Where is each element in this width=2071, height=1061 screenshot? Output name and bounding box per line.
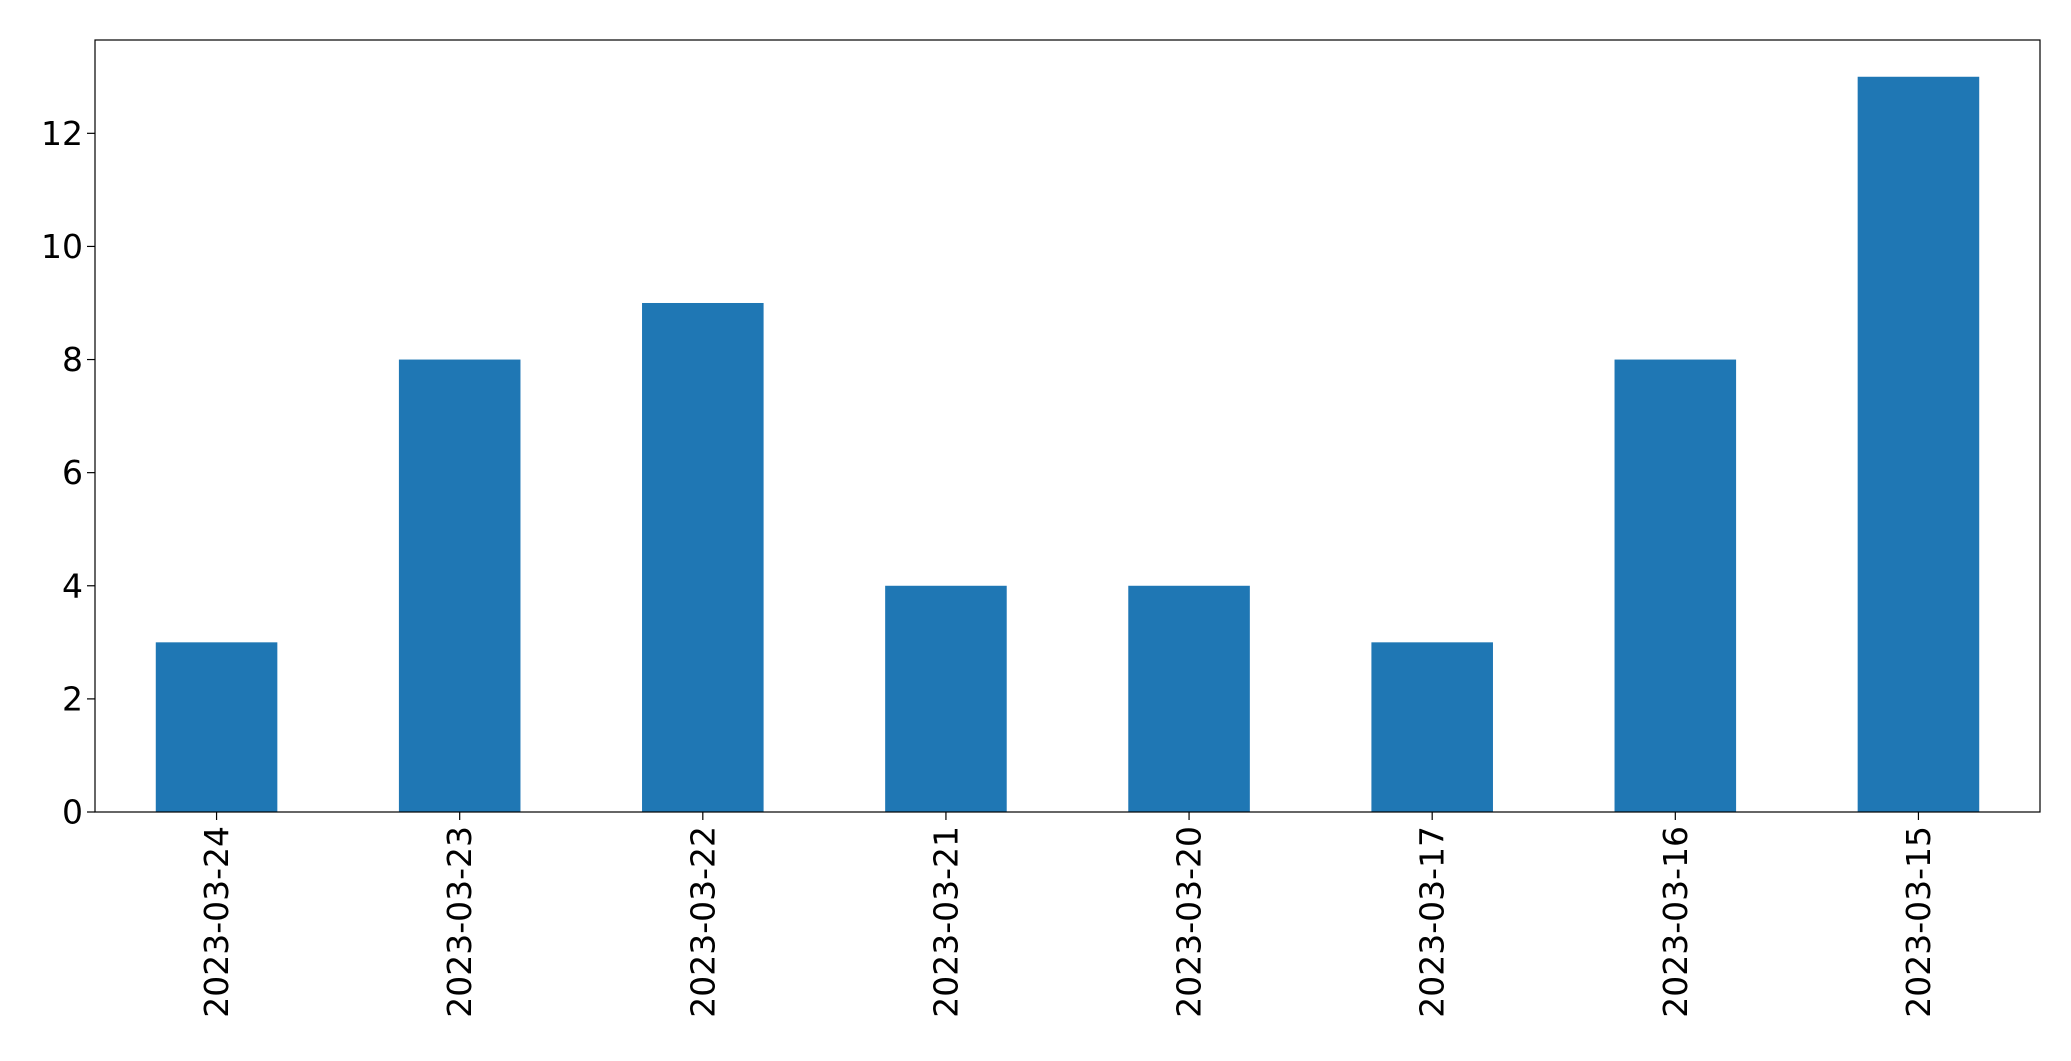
bar-2023-03-15 [1857,76,1980,812]
x-tick-label: 2023-03-21 [926,826,965,1018]
x-tick-label: 2023-03-20 [1170,826,1209,1018]
bar-2023-03-17 [1371,642,1493,812]
bar-2023-03-22 [642,302,764,812]
plot-area [95,40,2040,812]
bar-2023-03-24 [155,642,278,812]
bar-2023-03-20 [1128,585,1250,812]
plot-frame [94,39,2041,813]
x-tick-label: 2023-03-16 [1656,826,1695,1018]
y-tick-label: 0 [62,793,83,832]
x-axis-ticks: 2023-03-24 2023-03-23 2023-03-22 2023-03-21… [197,812,1938,1018]
x-tick-label: 2023-03-15 [1899,826,1938,1018]
bar-2023-03-23 [398,359,521,812]
y-axis-ticks: 0 2 4 6 8 10 12 [41,114,95,832]
y-tick-label: 8 [62,340,83,379]
y-tick-label: 12 [41,114,83,153]
y-tick-label: 4 [62,566,83,605]
x-tick-label: 2023-03-22 [683,826,722,1018]
y-tick-label: 6 [62,453,83,492]
x-tick-label: 2023-03-23 [440,826,479,1018]
bar-2023-03-16 [1614,359,1737,812]
bars [155,76,1980,812]
bar-2023-03-21 [885,585,1007,812]
y-tick-label: 2 [62,679,83,718]
x-tick-label: 2023-03-17 [1413,826,1452,1018]
x-tick-label: 2023-03-24 [197,826,236,1018]
y-tick-label: 10 [41,227,83,266]
